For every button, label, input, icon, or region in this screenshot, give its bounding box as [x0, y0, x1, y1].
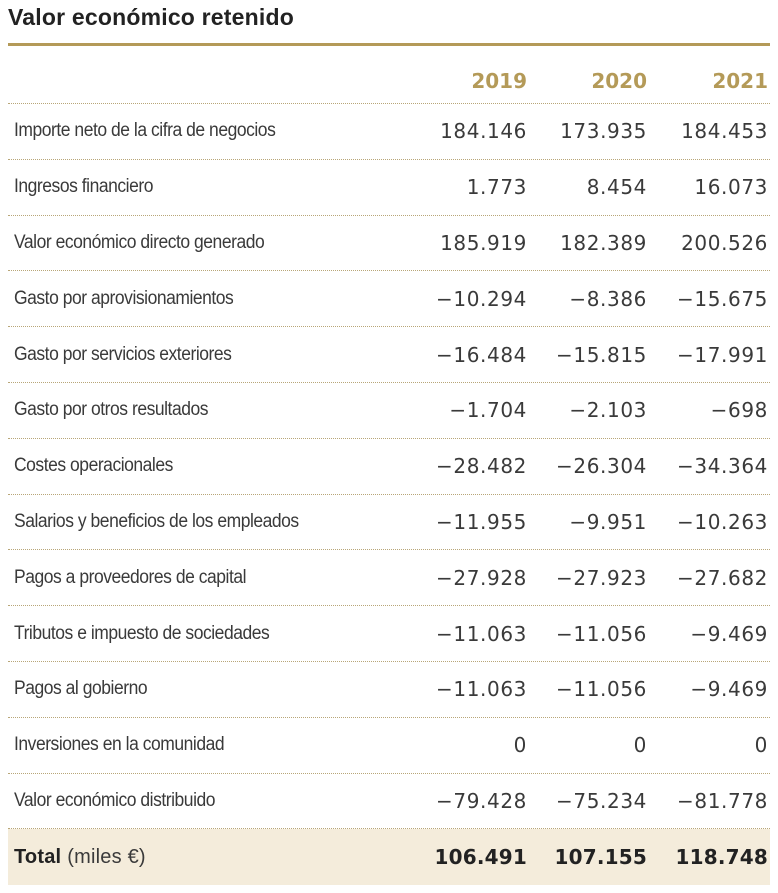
cell-2020: 182.389 — [560, 230, 647, 255]
total-cell-2019: 106.491 — [434, 845, 527, 870]
cell-2019: −1.704 — [449, 398, 527, 423]
column-header-2020: 2020 — [591, 68, 647, 93]
cell-2020: −26.304 — [556, 454, 647, 479]
row-label: Inversiones en la comunidad — [14, 734, 225, 756]
table-row: Valor económico distribuido −79.428 −75.… — [8, 774, 770, 830]
cell-2021: −17.991 — [677, 342, 768, 367]
table-row: Pagos al gobierno −11.063 −11.056 −9.469 — [8, 662, 770, 718]
cell-2019: −27.928 — [436, 565, 527, 590]
total-cell-2020: 107.155 — [554, 845, 647, 870]
cell-2019: −10.294 — [436, 286, 527, 311]
cell-2019: 185.919 — [440, 230, 527, 255]
cell-2021: 200.526 — [681, 230, 768, 255]
cell-2021: −15.675 — [677, 286, 768, 311]
total-cell-2021: 118.748 — [675, 845, 768, 870]
table-row: Gasto por servicios exteriores −16.484 −… — [8, 327, 770, 383]
row-label: Valor económico directo generado — [14, 231, 265, 253]
cell-2019: −16.484 — [436, 342, 527, 367]
cell-2020: −27.923 — [556, 565, 647, 590]
cell-2020: 173.935 — [560, 119, 647, 144]
cell-2021: −10.263 — [677, 509, 768, 534]
row-label: Costes operacionales — [14, 455, 173, 477]
title-divider — [8, 43, 770, 46]
total-row: Total (miles €) 106.491 107.155 118.748 — [8, 829, 770, 886]
row-label: Ingresos financiero — [14, 176, 153, 198]
cell-2019: −11.955 — [436, 509, 527, 534]
column-header-2021: 2021 — [712, 68, 768, 93]
cell-2019: −79.428 — [436, 788, 527, 813]
table-row: Pagos a proveedores de capital −27.928 −… — [8, 550, 770, 607]
table-row: Gasto por aprovisionamientos −10.294 −8.… — [8, 271, 770, 328]
row-label: Salarios y beneficios de los empleados — [14, 510, 299, 532]
cell-2019: −11.063 — [436, 677, 527, 702]
economic-value-table: 2019 2020 2021 Importe neto de la cifra … — [8, 50, 770, 886]
cell-2020: −11.056 — [556, 621, 647, 646]
cell-2020: −8.386 — [569, 286, 647, 311]
table-row: Importe neto de la cifra de negocios 184… — [8, 104, 770, 160]
table-row: Inversiones en la comunidad 0 0 0 — [8, 718, 770, 774]
row-label: Gasto por servicios exteriores — [14, 343, 232, 365]
cell-2020: −75.234 — [556, 788, 647, 813]
table-header-row: 2019 2020 2021 — [8, 50, 770, 104]
cell-2019: 184.146 — [440, 119, 527, 144]
table-row: Costes operacionales −28.482 −26.304 −34… — [8, 439, 770, 495]
total-label: Total (miles €) — [14, 829, 146, 885]
row-label: Gasto por aprovisionamientos — [14, 287, 234, 309]
total-label-unit: (miles €) — [67, 845, 146, 868]
table-row: Gasto por otros resultados −1.704 −2.103… — [8, 383, 770, 439]
table-row: Salarios y beneficios de los empleados −… — [8, 495, 770, 551]
cell-2019: 0 — [513, 733, 527, 758]
cell-2021: −34.364 — [677, 454, 768, 479]
cell-2020: −15.815 — [556, 342, 647, 367]
cell-2021: −27.682 — [677, 565, 768, 590]
cell-2020: 8.454 — [586, 175, 647, 200]
cell-2019: −28.482 — [436, 454, 527, 479]
page-title: Valor económico retenido — [8, 4, 294, 30]
cell-2021: −698 — [710, 398, 768, 423]
cell-2020: −11.056 — [556, 677, 647, 702]
table-row: Ingresos financiero 1.773 8.454 16.073 — [8, 160, 770, 216]
cell-2021: −9.469 — [690, 677, 768, 702]
cell-2021: 16.073 — [694, 175, 768, 200]
row-label: Pagos al gobierno — [14, 678, 148, 700]
cell-2021: −81.778 — [677, 788, 768, 813]
cell-2021: −9.469 — [690, 621, 768, 646]
row-label: Gasto por otros resultados — [14, 399, 209, 421]
cell-2019: −11.063 — [436, 621, 527, 646]
row-label: Tributos e impuesto de sociedades — [14, 622, 270, 644]
total-label-bold: Total — [14, 845, 62, 868]
cell-2021: 0 — [754, 733, 768, 758]
row-label: Importe neto de la cifra de negocios — [14, 120, 276, 142]
column-header-2019: 2019 — [471, 68, 527, 93]
cell-2020: −9.951 — [569, 509, 647, 534]
cell-2021: 184.453 — [681, 119, 768, 144]
row-label: Pagos a proveedores de capital — [14, 566, 247, 588]
cell-2020: 0 — [633, 733, 647, 758]
row-label: Valor económico distribuido — [14, 789, 216, 811]
cell-2019: 1.773 — [466, 175, 527, 200]
cell-2020: −2.103 — [569, 398, 647, 423]
table-row: Valor económico directo generado 185.919… — [8, 216, 770, 272]
table-row: Tributos e impuesto de sociedades −11.06… — [8, 606, 770, 662]
